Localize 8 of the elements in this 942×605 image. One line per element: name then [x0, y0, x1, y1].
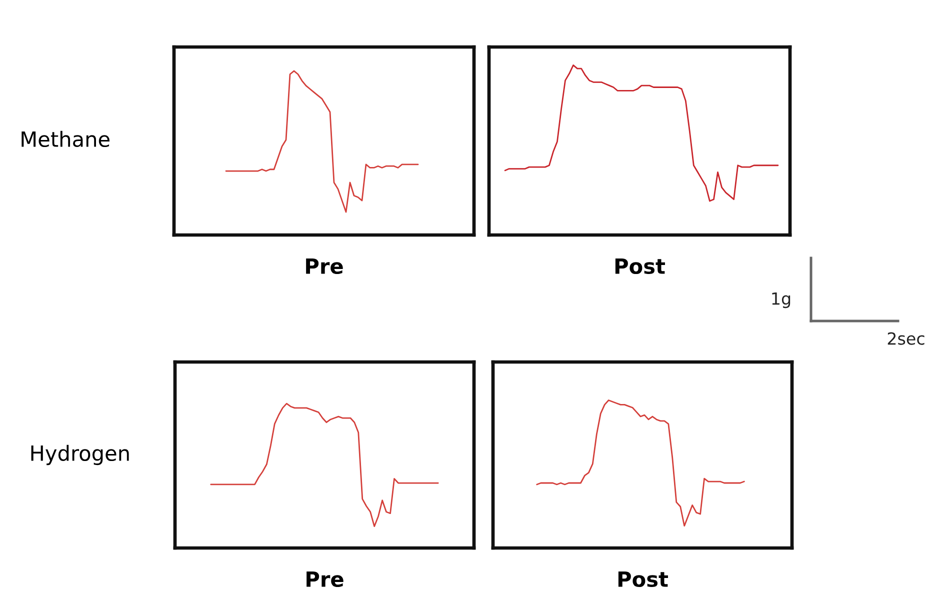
y-axis-title: Methane	[22, 130, 110, 148]
x-axis-title: Pre	[306, 258, 343, 274]
x-axis-title: Post	[618, 572, 668, 588]
x-axis-title: Pre	[306, 572, 344, 588]
text: 1g	[772, 292, 790, 308]
text: 2sec	[888, 332, 924, 345]
x-axis-title: Post	[615, 258, 665, 274]
y-axis-title: Hydrogen	[31, 444, 129, 466]
